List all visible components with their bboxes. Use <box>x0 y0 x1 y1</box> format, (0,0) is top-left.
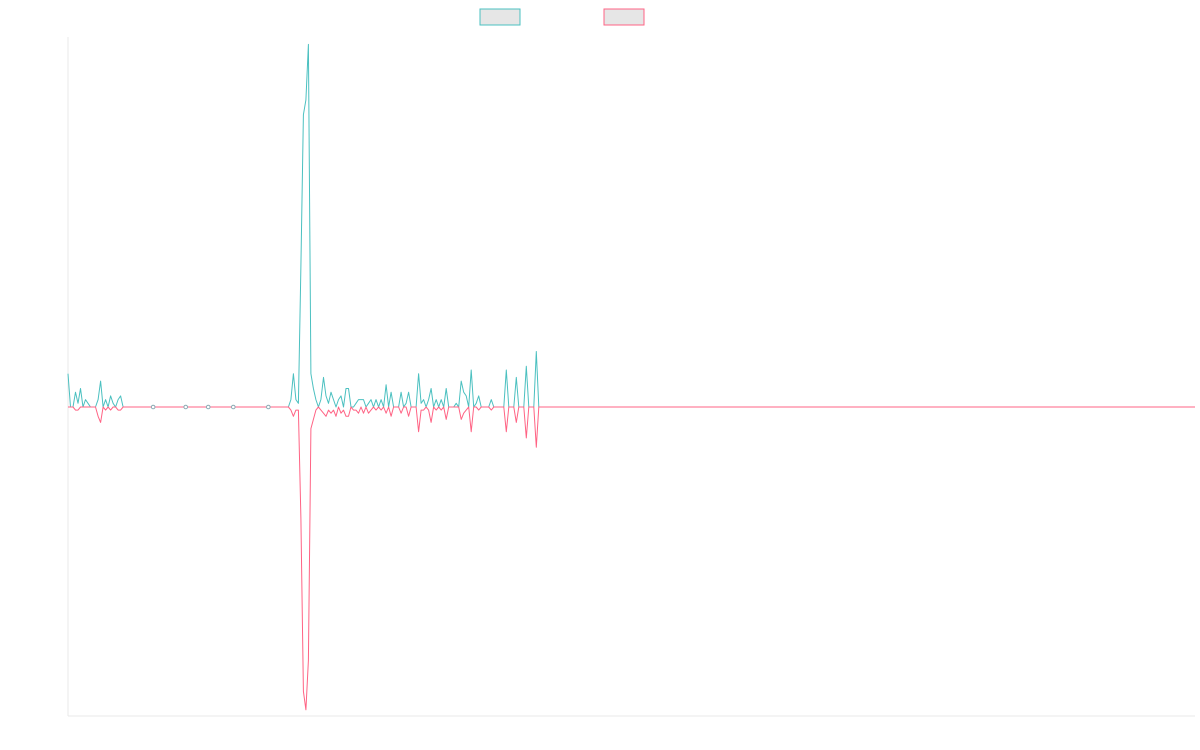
data-point-marker <box>150 404 156 410</box>
series-1-line <box>67 43 1195 408</box>
data-point-marker <box>230 404 236 410</box>
legend-swatch-series-2[interactable] <box>603 8 645 26</box>
data-point-marker <box>205 404 211 410</box>
series-group <box>67 43 1195 711</box>
legend-swatch-series-1[interactable] <box>479 8 521 26</box>
data-point-marker <box>183 404 189 410</box>
series-2-line <box>68 406 1195 711</box>
axes <box>67 37 1195 717</box>
markers-group <box>150 404 271 410</box>
data-point-marker <box>266 404 271 410</box>
legend[interactable] <box>479 8 645 26</box>
